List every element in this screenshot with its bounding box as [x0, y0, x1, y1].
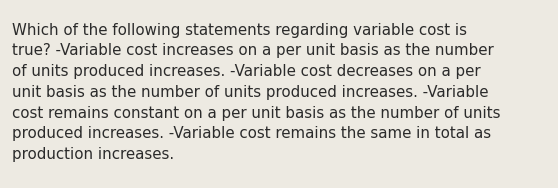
- Text: Which of the following statements regarding variable cost is
true? -Variable cos: Which of the following statements regard…: [12, 23, 501, 162]
